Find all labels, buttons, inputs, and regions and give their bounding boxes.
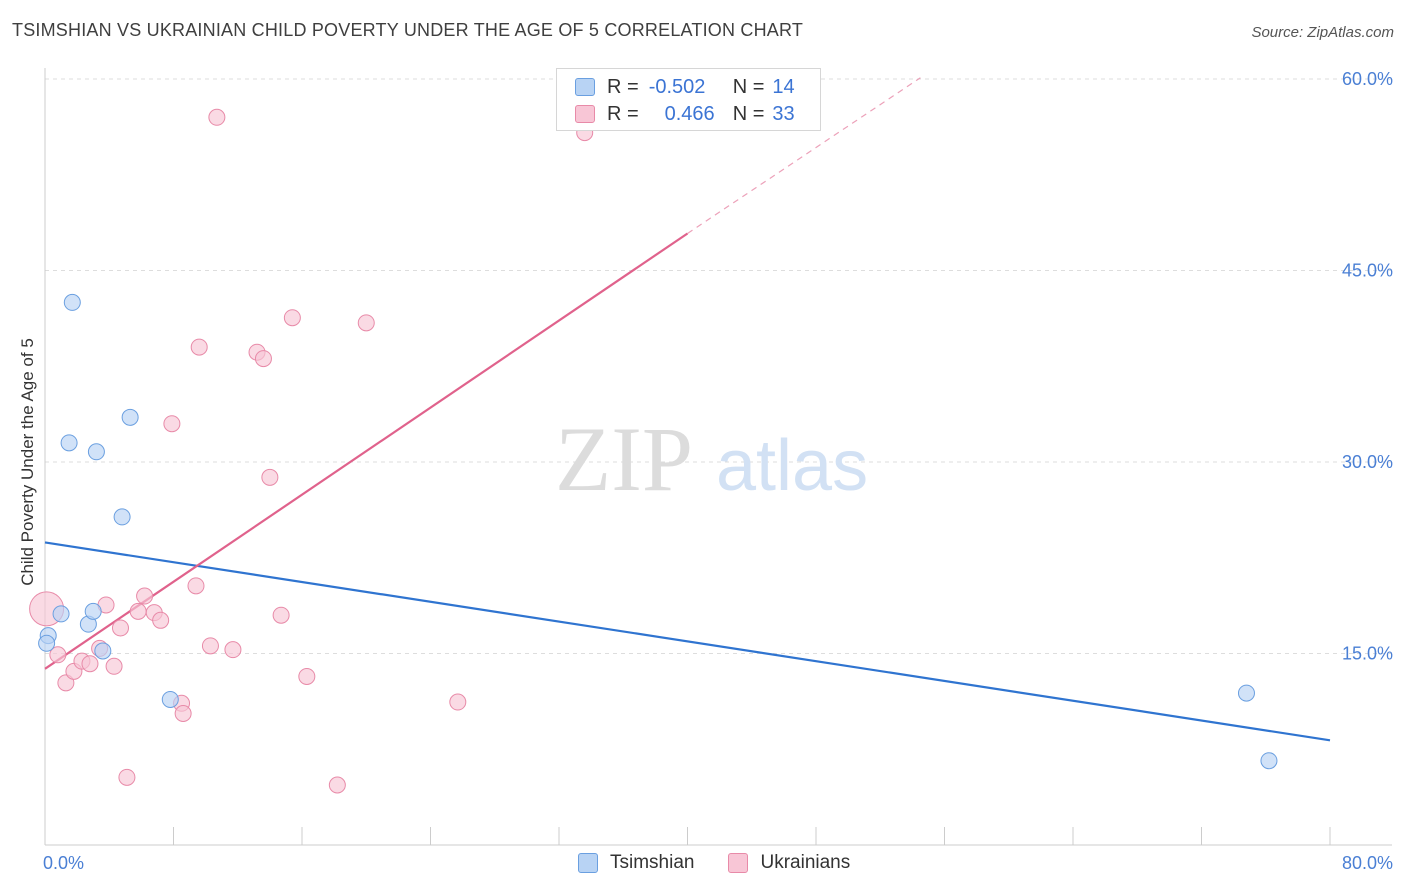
y-tick-label: 30.0% [1342,452,1393,472]
ukrainian-point [224,641,242,659]
legend-r-label: R = [607,102,639,125]
ukrainian-point [254,350,272,368]
legend-label-ukrainians: Ukrainians [760,852,851,873]
source-label: Source: ZipAtlas.com [1251,24,1394,41]
ukrainian-point [81,655,99,673]
legend-item-tsimshian: Tsimshian [578,852,694,874]
ukrainian-point [129,602,147,620]
ukrainian-point [272,606,290,624]
legend-r-label: R = [607,75,639,98]
watermark: ZIP atlas [555,408,868,510]
tsimshian-point [84,602,102,620]
legend-r-value: -0.502 [648,75,706,98]
tsimshian-point [52,605,70,623]
tsimshian-point [63,293,81,311]
axis-layer [44,68,1392,846]
watermark-atlas: atlas [716,426,868,506]
tsimshian-point [94,642,112,660]
watermark-zip: ZIP [555,408,693,510]
legend-label-tsimshian: Tsimshian [610,852,695,873]
tsimshian-swatch-icon [575,78,595,96]
ukrainian-point [298,667,316,685]
ukrainian-point [163,415,181,433]
ukrainian-point [328,776,346,794]
tsimshian-point [121,408,139,426]
y-tick-label: 45.0% [1342,261,1393,281]
legend-r-value: 0.466 [664,102,715,125]
ukrainians-legend-icon [728,853,749,873]
ukrainian-point [187,577,205,595]
y-axis-label: Child Poverty Under the Age of 5 [18,338,37,586]
legend-n-value: 14 [772,75,795,98]
ukrainian-point [283,309,301,327]
series-legend: Tsimshian Ukrainians [578,852,884,874]
tsimshian-trend-line [44,541,1331,742]
legend-item-ukrainians: Ukrainians [728,852,850,874]
y-tick-label: 60.0% [1342,69,1393,89]
ukrainian-point [208,108,226,126]
legend-row-tsimshian: R = -0.502 N = 14 [575,75,795,99]
ukrainian-point [357,314,375,332]
legend-n-label: N = [732,102,765,125]
legend-n-label: N = [732,75,765,98]
tsimshian-point [87,443,105,461]
ukrainian-point [201,637,219,655]
legend-row-ukrainians: R = 0.466 N = 33 [575,102,795,126]
correlation-legend: R = -0.502 N = 14 R = 0.466 N = 33 [556,68,821,131]
grid-layer [45,78,1392,654]
tsimshian-point [60,434,78,452]
tsimshian-legend-icon [578,853,598,873]
chart-title: TSIMSHIAN VS UKRAINIAN CHILD POVERTY UND… [12,20,804,40]
ukrainian-point [190,338,208,356]
tsimshian-point [38,634,56,652]
tsimshian-point [1260,752,1278,770]
x-tick-label: 80.0% [1342,853,1393,873]
label-layer: 15.0% 30.0% 45.0% 60.0% 0.0% 80.0% Child Pover… [18,69,1393,873]
ukrainian-point [174,705,192,723]
ukrainian-point [49,646,67,664]
ukrainian-trend-extension [687,77,921,234]
ukrainian-point [261,468,279,486]
legend-n-value: 33 [772,102,795,125]
ukrainian-point [152,611,170,629]
points-layer [29,108,1278,794]
y-tick-label: 15.0% [1342,644,1393,664]
ukrainian-point [118,768,136,786]
ukrainian-point [57,674,75,692]
ukrainians-swatch-icon [575,105,595,123]
ukrainian-point [105,657,123,675]
ukrainian-point [449,693,467,711]
ukrainian-point [136,587,154,605]
x-tick-label: 0.0% [43,853,84,873]
tsimshian-point [161,690,179,708]
tsimshian-point [113,508,131,526]
ukrainian-point [111,619,129,637]
tsimshian-point [1237,684,1255,702]
